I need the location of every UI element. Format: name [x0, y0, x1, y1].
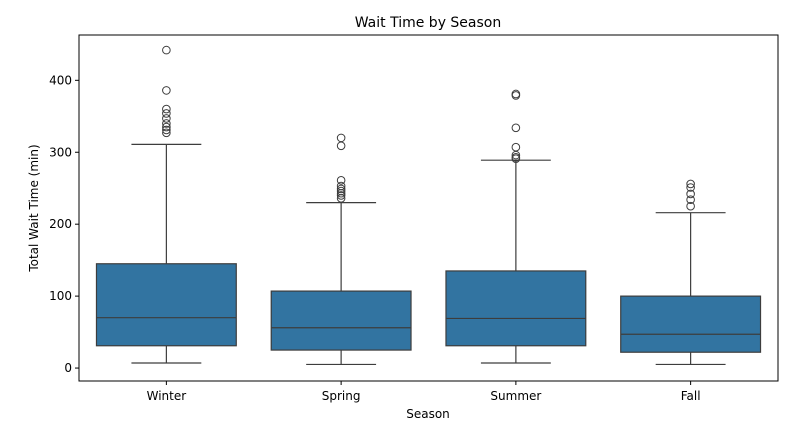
- outlier-point: [511, 123, 521, 133]
- x-axis-label: Season: [406, 407, 450, 421]
- outlier-point: [336, 176, 346, 185]
- box-fall: [620, 179, 762, 366]
- outlier-point: [686, 189, 695, 199]
- x-tick-label: Fall: [681, 389, 701, 403]
- y-axis-label: Total Wait Time (min): [27, 144, 41, 272]
- outlier-point: [336, 133, 346, 143]
- outlier-point: [511, 150, 521, 160]
- outlier-point: [162, 125, 171, 135]
- outlier-point: [686, 179, 695, 189]
- outlier-point: [336, 191, 346, 200]
- outlier-point: [162, 104, 171, 114]
- outlier-point: [162, 128, 171, 138]
- x-tick-label: Summer: [490, 389, 541, 403]
- iqr-box: [445, 270, 587, 347]
- outlier-point: [162, 109, 171, 118]
- y-tick-label: 100: [49, 289, 72, 303]
- outlier-point: [686, 201, 695, 211]
- outlier-point: [162, 122, 171, 132]
- y-tick-label: 200: [49, 217, 72, 231]
- outlier-point: [686, 183, 695, 192]
- plot-frame: [78, 34, 779, 382]
- outlier-point: [511, 142, 521, 152]
- outlier-point: [336, 193, 346, 203]
- plot-area: [95, 45, 762, 366]
- iqr-box: [270, 290, 412, 351]
- outlier-point: [686, 195, 695, 205]
- y-axis: 0 100 200 300 400: [49, 73, 79, 375]
- outlier-point: [162, 114, 171, 123]
- x-tick-label: Winter: [147, 389, 187, 403]
- outlier-point: [162, 86, 171, 95]
- outlier-point: [336, 188, 346, 198]
- outlier-point: [511, 154, 521, 164]
- outlier-point: [336, 141, 346, 151]
- box-spring: [270, 133, 412, 366]
- y-tick-label: 400: [49, 73, 72, 87]
- outlier-point: [162, 119, 171, 128]
- iqr-box: [95, 263, 237, 347]
- box-summer: [445, 89, 587, 364]
- chart-title: Wait Time by Season: [355, 15, 502, 31]
- x-axis: Winter Spring Summer Fall: [147, 381, 701, 403]
- y-tick-label: 0: [64, 361, 72, 375]
- x-tick-label: Spring: [322, 389, 361, 403]
- outlier-point: [511, 91, 521, 100]
- y-tick-label: 300: [49, 145, 72, 159]
- box-winter: [95, 45, 237, 364]
- outlier-point: [162, 45, 171, 55]
- iqr-box: [620, 295, 762, 353]
- outlier-point: [336, 184, 346, 194]
